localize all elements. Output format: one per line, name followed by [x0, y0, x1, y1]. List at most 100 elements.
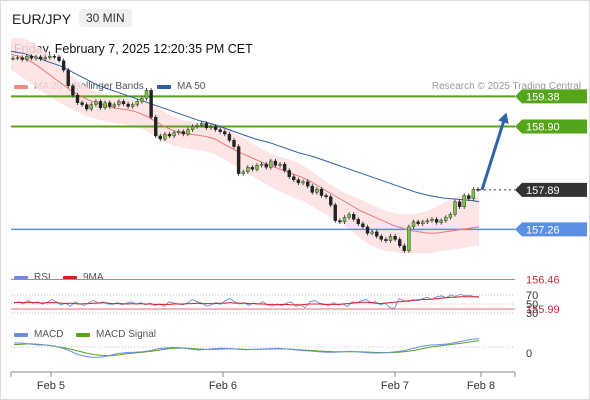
candle-body [130, 104, 135, 107]
candle-body [218, 129, 222, 132]
candle-body [75, 94, 80, 103]
candle-body [186, 129, 190, 135]
candle-body [393, 236, 397, 240]
candle-body [453, 201, 457, 215]
candle-body [411, 221, 416, 228]
legend-rsi: RSI [14, 272, 51, 283]
candle-body [476, 188, 480, 191]
candle-body [135, 101, 140, 105]
candle-body [319, 188, 324, 196]
candle-body [117, 101, 121, 105]
legend-label-ma50: MA 50 [177, 81, 206, 92]
candle-body [25, 56, 29, 60]
candle-body [126, 103, 130, 107]
projection-arrow-head [498, 112, 509, 124]
candle-body [310, 185, 314, 193]
research-credit: Research © 2025 Trading Central [431, 81, 581, 92]
candle-body [361, 223, 365, 227]
candle-body [292, 176, 296, 180]
candle-body [273, 160, 278, 166]
candle-body [324, 195, 328, 197]
candle-body [365, 226, 370, 234]
candle-body [356, 219, 360, 224]
rsi-tick-50: 50 [526, 299, 538, 311]
macd-line [14, 338, 480, 358]
candle-body [287, 170, 291, 177]
candle-body [306, 181, 310, 187]
x-tick-label-feb-7: Feb 7 [381, 380, 409, 392]
candle-body [121, 101, 126, 105]
rsi-line [13, 293, 480, 310]
candle-body [402, 245, 406, 251]
candle-body [34, 56, 38, 59]
candle-body [61, 60, 66, 71]
level-label-159-38: 159.38 [526, 91, 560, 103]
candle-body [107, 102, 112, 107]
level-label-156-46: 156.46 [526, 275, 560, 287]
legend-swatch-bollinger [14, 84, 28, 89]
legend-macd: MACD [14, 329, 63, 340]
candle-body [209, 126, 213, 128]
candle-body [457, 201, 462, 208]
candle-body [250, 167, 255, 170]
candle-body [388, 236, 393, 241]
level-label-157-89: 157.89 [526, 185, 560, 197]
candle-body [259, 163, 264, 166]
candle-body [471, 188, 476, 199]
candle-body [149, 89, 153, 118]
bollinger-band [11, 37, 479, 254]
candle-body [176, 131, 181, 133]
candle-body [444, 217, 448, 221]
legend-rsi-ma: 9MA [63, 272, 104, 283]
projection-arrow-shaft [480, 119, 506, 191]
candle-body [144, 89, 149, 99]
x-tick-label-feb-8: Feb 8 [467, 380, 495, 392]
candle-body [333, 204, 337, 221]
candle-body [172, 132, 176, 137]
x-tick-label-feb-5: Feb 5 [37, 380, 65, 392]
candle-body [232, 140, 236, 147]
candle-body [467, 195, 471, 199]
candle-body [384, 239, 388, 241]
legend-label-rsi-ma: 9MA [83, 272, 104, 283]
ma50-line [10, 50, 480, 203]
candle-body [338, 220, 342, 223]
symbol-title: EUR/JPY [12, 11, 72, 27]
candle-body [425, 220, 430, 223]
level-label-157-89-tag [515, 182, 587, 197]
candle-body [71, 85, 75, 96]
legend-swatch-macd-signal [76, 332, 90, 337]
candle-body [241, 171, 245, 174]
candle-body [315, 188, 319, 193]
legend-label-bollinger: MA 20 + Bollinger Bands [34, 81, 144, 92]
legend-label-macd-signal: MACD Signal [96, 329, 157, 340]
candle-body [20, 57, 24, 60]
candle-body [94, 101, 98, 105]
candle-body [227, 133, 232, 141]
candle-body [448, 214, 453, 218]
candle-body [200, 123, 204, 126]
candle-body [112, 104, 117, 107]
candle-body [195, 125, 199, 127]
candle-body [80, 102, 84, 105]
candle-body [48, 56, 52, 58]
candle-body [98, 101, 103, 108]
candle-body [158, 135, 163, 140]
candle-body [38, 56, 43, 60]
macd-tick-0: 0 [526, 348, 532, 360]
rsi-ma-line [13, 296, 479, 306]
candle-body [278, 163, 282, 166]
level-label-158-90-tag [515, 119, 587, 134]
legend-swatch-rsi [14, 275, 28, 280]
candle-body [398, 239, 402, 246]
candle-body [84, 104, 89, 110]
candle-body [264, 163, 268, 168]
candle-body [439, 220, 443, 223]
level-label-158-90: 158.90 [526, 122, 560, 134]
candle-body [430, 219, 434, 221]
level-label-157-26-tag [515, 222, 587, 237]
candle-body [89, 104, 94, 110]
ma20-line [10, 53, 480, 234]
timeframe-badge[interactable]: 30 MIN [79, 9, 132, 27]
